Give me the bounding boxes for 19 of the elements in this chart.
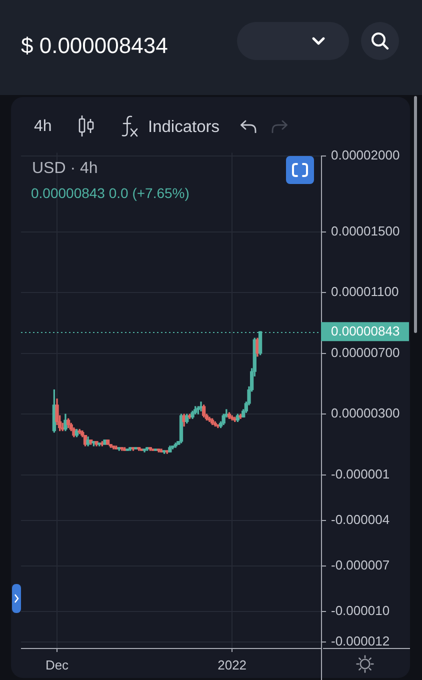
x-tick-label: 2022: [218, 657, 247, 672]
candlestick: [199, 402, 203, 412]
text: Indicators: [148, 117, 220, 137]
y-tick-label: 0.00000700: [331, 344, 400, 360]
y-tick-label: 0.00002000: [331, 147, 400, 162]
y-tick-label: -0.000001: [331, 466, 390, 482]
chart-subtitle: USD · 4h: [32, 159, 98, 179]
x-tick-label: Dec: [45, 657, 70, 672]
y-tick-label: -0.000007: [331, 558, 390, 573]
text: 4h: [34, 117, 52, 137]
y-tick-label: 0.00000300: [331, 406, 400, 421]
y-tick-label: -0.000012: [331, 634, 390, 648]
y-tick-label: -0.000010: [331, 603, 390, 618]
annotation: 0.00000843 0.0 (+7.65%): [31, 184, 190, 202]
y-tick-label: 0.00001500: [331, 223, 400, 238]
ref-line-label: 0.00000843: [331, 324, 400, 339]
y-tick-label: -0.000004: [331, 512, 390, 527]
y-tick-label: 0.00001100: [331, 284, 399, 300]
chart-title: $ 0.000008434: [21, 33, 168, 59]
